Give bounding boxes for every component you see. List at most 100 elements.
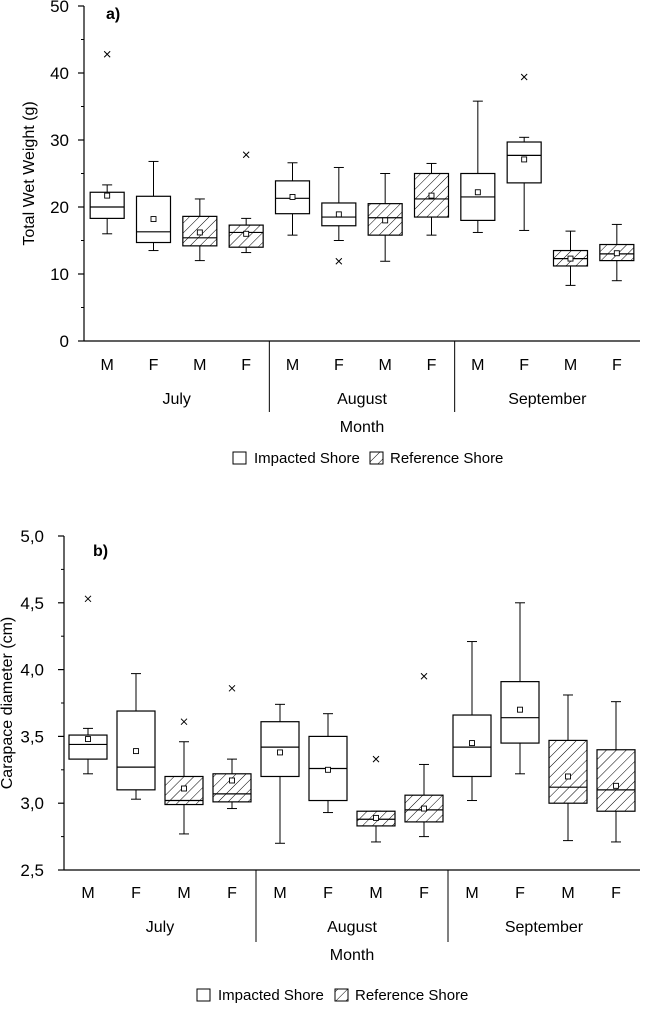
y-tick-label: 4,5	[20, 594, 44, 613]
mean-marker	[104, 192, 111, 199]
y-tick-label: 10	[50, 265, 69, 284]
box-august-f-reference	[413, 162, 450, 236]
legend-swatch-impacted	[196, 988, 211, 1002]
y-tick-label: 3,0	[20, 794, 44, 813]
box-august-f-impacted	[321, 166, 357, 265]
mean-marker	[565, 773, 571, 780]
box-september-f-reference	[596, 701, 636, 843]
outlier-marker	[520, 73, 528, 81]
box-iqr	[260, 721, 300, 778]
legend-swatch-reference	[334, 988, 349, 1002]
x-category-label: M	[177, 885, 190, 902]
box-july-f-reference	[212, 684, 252, 810]
box-august-m-impacted	[260, 703, 300, 844]
legend-swatch-impacted	[232, 451, 247, 465]
month-label-july: July	[162, 391, 190, 408]
outlier-marker	[103, 50, 111, 58]
x-category-label: M	[193, 357, 206, 374]
x-category-label: F	[323, 885, 333, 902]
x-category-label: M	[81, 885, 94, 902]
month-label-july: July	[146, 919, 174, 936]
mean-marker	[150, 216, 157, 223]
legend-swatch-reference	[369, 451, 384, 465]
outlier-marker	[84, 595, 92, 603]
legend-label-reference: Reference Shore	[390, 450, 503, 467]
x-category-label: F	[612, 357, 622, 374]
mean-marker	[277, 749, 283, 756]
x-category-label: M	[564, 357, 577, 374]
panel-label: b)	[93, 543, 108, 560]
mean-marker	[243, 230, 250, 237]
box-september-f-reference	[599, 223, 635, 282]
box-august-m-reference	[356, 755, 396, 843]
y-tick-label: 5,0	[20, 527, 44, 546]
panel-b-carapace-diameter: 2,5 3,0 3,5 4,0 4,5 5,0 Carapace diameter (cm)…	[0, 527, 640, 1004]
x-category-label: F	[131, 885, 141, 902]
mean-marker	[325, 766, 331, 773]
mean-marker	[474, 189, 481, 196]
box-september-m-reference	[552, 230, 589, 286]
mean-marker	[229, 777, 235, 784]
x-category-label: F	[419, 885, 429, 902]
box-september-m-impacted	[452, 641, 492, 802]
box-september-f-impacted	[506, 73, 542, 231]
x-category-label: M	[379, 357, 392, 374]
box-august-f-reference	[404, 672, 444, 838]
y-tick-label: 0	[60, 332, 69, 351]
x-category-label: F	[515, 885, 525, 902]
x-category-label: M	[471, 357, 484, 374]
box-september-m-reference	[548, 694, 588, 842]
x-axis-label: Month	[330, 947, 374, 964]
legend-label-impacted: Impacted Shore	[218, 987, 324, 1004]
month-label-september: September	[508, 391, 587, 408]
mean-marker	[469, 740, 475, 747]
x-axis-label: Month	[340, 419, 384, 436]
x-category-label: M	[101, 357, 114, 374]
y-tick-label: 30	[50, 131, 69, 150]
month-label-august: August	[337, 391, 387, 408]
x-category-label: F	[227, 885, 237, 902]
x-category-label: M	[273, 885, 286, 902]
mean-marker	[521, 156, 528, 163]
legend: Impacted Shore Reference Shore	[232, 450, 503, 467]
mean-marker	[567, 255, 574, 262]
legend-label-impacted: Impacted Shore	[254, 450, 360, 467]
outlier-marker	[242, 151, 250, 159]
box-july-m-reference	[164, 718, 204, 835]
outlier-marker	[420, 672, 428, 680]
box-july-m-reference	[182, 198, 218, 262]
x-category-label: M	[286, 357, 299, 374]
legend-label-reference: Reference Shore	[355, 987, 468, 1004]
mean-marker	[373, 814, 379, 821]
x-category-label: F	[241, 357, 251, 374]
y-tick-label: 50	[50, 0, 69, 16]
mean-marker	[181, 785, 187, 792]
y-tick-label: 2,5	[20, 861, 44, 880]
box-july-m-impacted	[89, 50, 125, 235]
box-august-m-impacted	[274, 162, 311, 236]
y-axis-label: Carapace diameter (cm)	[0, 617, 16, 790]
panel-a-total-wet-weight: 0 10 20 30 40 50 Total Wet Weight (g) a) M F M F M F M…	[21, 0, 640, 467]
mean-marker	[517, 706, 523, 713]
box-iqr	[596, 749, 636, 812]
outlier-marker	[372, 755, 380, 763]
outlier-marker	[228, 684, 236, 692]
x-category-label: F	[427, 357, 437, 374]
mean-marker	[382, 217, 389, 224]
outlier-marker	[180, 718, 188, 726]
x-category-label: F	[519, 357, 529, 374]
y-tick-label: 3,5	[20, 727, 44, 746]
y-tick-label: 20	[50, 198, 69, 217]
box-august-f-impacted	[308, 713, 348, 814]
x-category-label: M	[561, 885, 574, 902]
mean-marker	[133, 748, 139, 755]
month-label-september: September	[505, 919, 584, 936]
box-iqr	[548, 739, 588, 804]
x-category-label: F	[149, 357, 159, 374]
x-category-label: F	[334, 357, 344, 374]
mean-marker	[613, 250, 620, 257]
box-july-m-impacted	[68, 595, 108, 775]
mean-marker	[335, 211, 342, 218]
box-august-m-reference	[367, 173, 403, 262]
